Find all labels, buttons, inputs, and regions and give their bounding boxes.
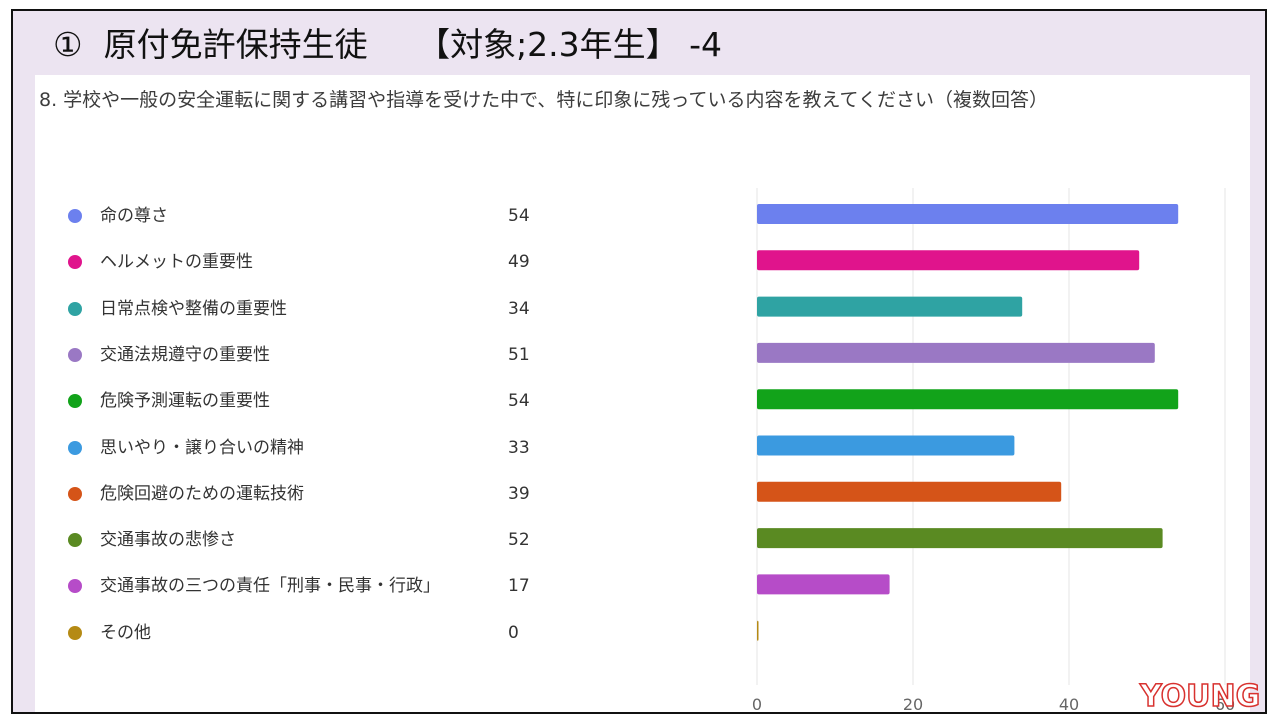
legend-item: その他 0 [68, 621, 568, 645]
legend-label: ヘルメットの重要性 [100, 252, 253, 273]
legend-dot [68, 579, 82, 594]
legend-dot [68, 255, 82, 270]
legend-item: 交通法規遵守の重要性 51 [68, 343, 568, 367]
legend-value: 0 [508, 622, 519, 643]
legend-value: 54 [508, 206, 530, 226]
legend-value: 49 [508, 252, 530, 273]
legend-dot [68, 486, 82, 501]
bar [757, 574, 890, 595]
legend-label: 交通事故の三つの責任「刑事・民事・行政」 [100, 576, 440, 597]
legend-value: 51 [508, 344, 530, 365]
legend-label: 危険回避のための運転技術 [100, 483, 304, 504]
legend-item: 日常点検や整備の重要性 34 [68, 297, 568, 321]
legend-value: 54 [508, 391, 530, 412]
legend-item: 危険回避のための運転技術 39 [68, 482, 568, 506]
legend-label: 日常点検や整備の重要性 [100, 298, 287, 319]
bar [757, 481, 1062, 502]
bar [757, 435, 1015, 456]
bar [757, 389, 1179, 410]
bar [757, 342, 1155, 363]
legend-label: その他 [100, 622, 151, 643]
legend-label: 交通事故の悲惨さ [100, 530, 236, 551]
legend-label: 交通法規遵守の重要性 [100, 344, 270, 365]
legend-label: 命の尊さ [100, 206, 168, 226]
legend-dot [68, 347, 82, 362]
legend-dot [68, 209, 82, 223]
legend-value: 39 [508, 483, 530, 504]
legend-item: 危険予測運転の重要性 54 [68, 389, 568, 413]
x-tick-label: 20 [903, 695, 923, 714]
x-tick-label: 40 [1059, 695, 1079, 714]
legend-label: 危険予測運転の重要性 [100, 391, 270, 412]
question-text: 8. 学校や一般の安全運転に関する講習や指導を受けた中で、特に印象に残っている内… [39, 89, 1048, 111]
bar [757, 204, 1179, 224]
legend-dot [68, 625, 82, 640]
legend-value: 17 [508, 576, 530, 597]
x-tick-label: 60 [1215, 695, 1235, 714]
x-tick-label: 0 [752, 695, 762, 714]
bar [757, 620, 759, 641]
legend-item: 命の尊さ 54 [68, 204, 568, 228]
watermark-logo: YOUNG [1139, 679, 1261, 715]
bar-chart: 0 20 40 60 [752, 188, 1235, 714]
legend-value: 33 [508, 437, 530, 458]
legend-value: 52 [508, 530, 530, 551]
bar [757, 250, 1140, 271]
legend-dot [68, 301, 82, 316]
legend-dot [68, 533, 82, 548]
legend-label: 思いやり・譲り合いの精神 [100, 437, 304, 458]
legend-value: 34 [508, 298, 530, 319]
bar [757, 296, 1023, 317]
legend-item: 交通事故の三つの責任「刑事・民事・行政」 17 [68, 574, 568, 598]
legend-dot [68, 394, 82, 409]
legend-dot [68, 440, 82, 455]
slide-title: ① 原付免許保持生徒 【対象;2.3年生】 -4 [53, 25, 723, 64]
legend-item: ヘルメットの重要性 49 [68, 250, 568, 274]
legend-item: 思いやり・譲り合いの精神 33 [68, 436, 568, 460]
bar [757, 528, 1163, 549]
legend-item: 交通事故の悲惨さ 52 [68, 528, 568, 552]
